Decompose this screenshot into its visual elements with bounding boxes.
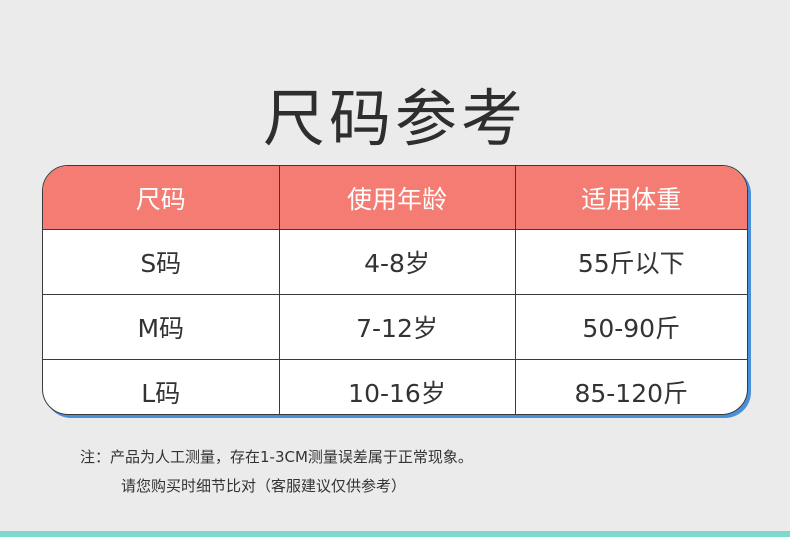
table-row: L码 10-16岁 85-120斤 <box>43 359 747 414</box>
note-line-2: 请您购买时细节比对（客服建议仅供参考） <box>121 477 407 495</box>
note-line-1: 注：产品为人工测量，存在1-3CM测量误差属于正常现象。 <box>80 448 473 466</box>
cell-age: 10-16岁 <box>278 359 515 414</box>
cell-size: L码 <box>43 359 279 414</box>
cell-age: 7-12岁 <box>278 294 515 360</box>
header-size: 尺码 <box>43 166 279 230</box>
size-table: 尺码 使用年龄 适用体重 S码 4-8岁 55斤以下 M码 7-12岁 50-9… <box>42 165 748 415</box>
table-header-row: 尺码 使用年龄 适用体重 <box>43 166 747 230</box>
page-title: 尺码参考 <box>262 82 527 155</box>
bottom-strip <box>0 531 790 537</box>
table-row: M码 7-12岁 50-90斤 <box>43 294 747 360</box>
cell-size: M码 <box>43 294 279 360</box>
header-weight: 适用体重 <box>514 166 747 230</box>
cell-weight: 85-120斤 <box>514 359 747 414</box>
cell-weight: 50-90斤 <box>514 294 747 360</box>
cell-size: S码 <box>140 249 182 278</box>
table-row: S码 4-8岁 55斤以下 <box>43 229 747 295</box>
cell-age: 4-8岁 <box>278 229 515 295</box>
cell-weight: 55斤以下 <box>514 229 747 295</box>
header-age: 使用年龄 <box>278 166 515 230</box>
